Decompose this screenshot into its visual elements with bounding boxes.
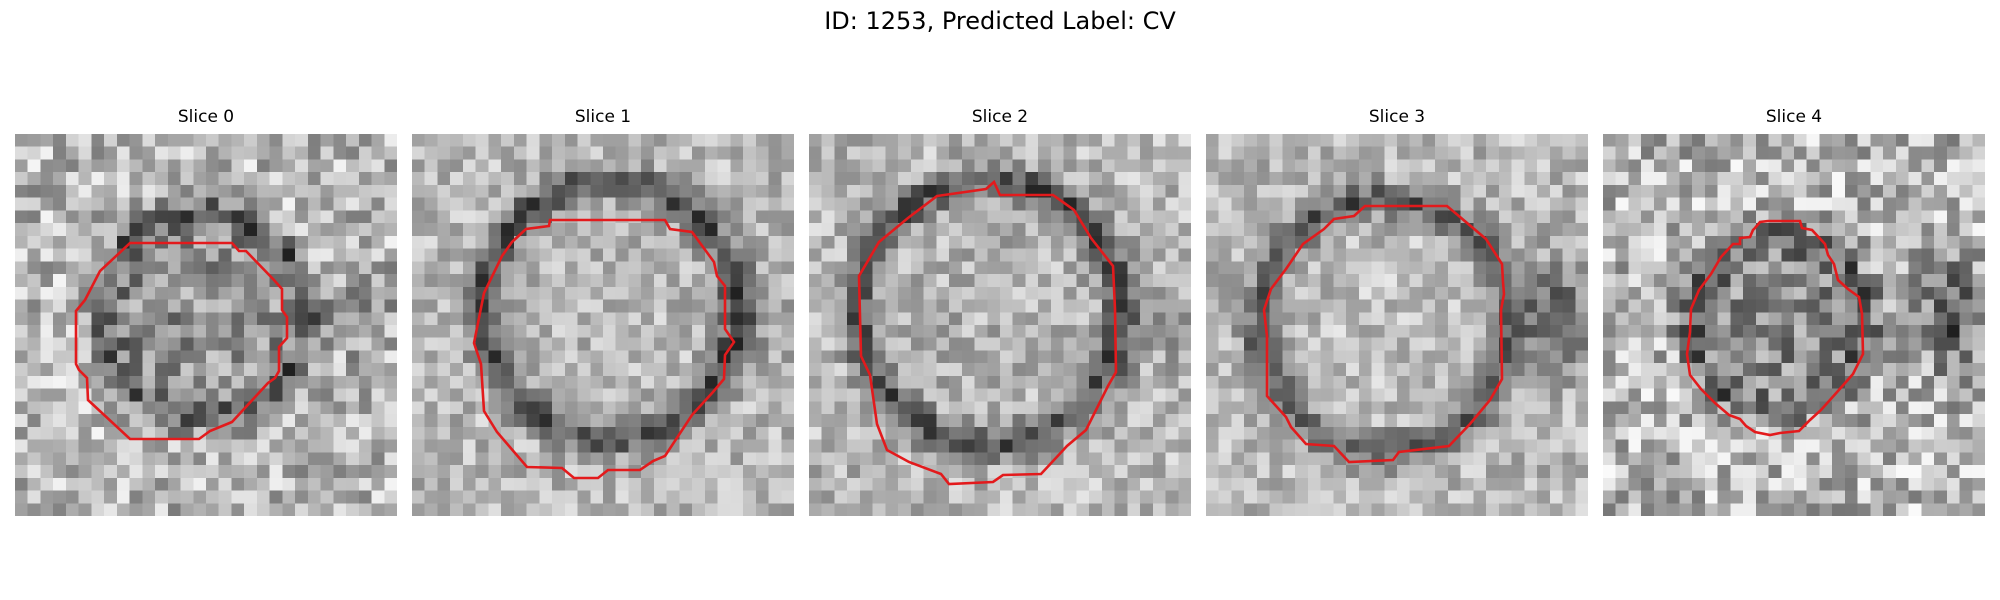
slice-image-3 (1206, 134, 1588, 516)
slice-title-3: Slice 3 (1368, 107, 1426, 127)
slice-overlay-3 (1262, 204, 1506, 464)
contour-outline-1 (472, 218, 736, 480)
slice-title-1: Slice 1 (574, 107, 632, 127)
slice-title-0: Slice 0 (177, 107, 235, 127)
slice-pixels-0 (15, 134, 397, 516)
slice-image-4 (1603, 134, 1985, 516)
slice-pixels-4 (1603, 134, 1985, 516)
slice-pixels-2 (809, 134, 1191, 516)
slice-overlay-4 (1685, 219, 1865, 437)
slice-overlay-0 (74, 241, 289, 441)
slice-overlay-1 (472, 218, 736, 480)
slice-overlay-2 (857, 179, 1118, 486)
figure-title: ID: 1253, Predicted Label: CV (824, 7, 1176, 35)
slice-title-4: Slice 4 (1765, 107, 1823, 127)
contour-outline-4 (1685, 219, 1865, 437)
contour-outline-3 (1262, 204, 1506, 464)
slice-image-2 (809, 134, 1191, 516)
slice-image-0 (15, 134, 397, 516)
slice-title-2: Slice 2 (971, 107, 1029, 127)
contour-outline-0 (74, 241, 289, 441)
contour-outline-2 (857, 179, 1118, 486)
slice-image-1 (412, 134, 794, 516)
slice-pixels-3 (1206, 134, 1588, 516)
slice-pixels-1 (412, 134, 794, 516)
